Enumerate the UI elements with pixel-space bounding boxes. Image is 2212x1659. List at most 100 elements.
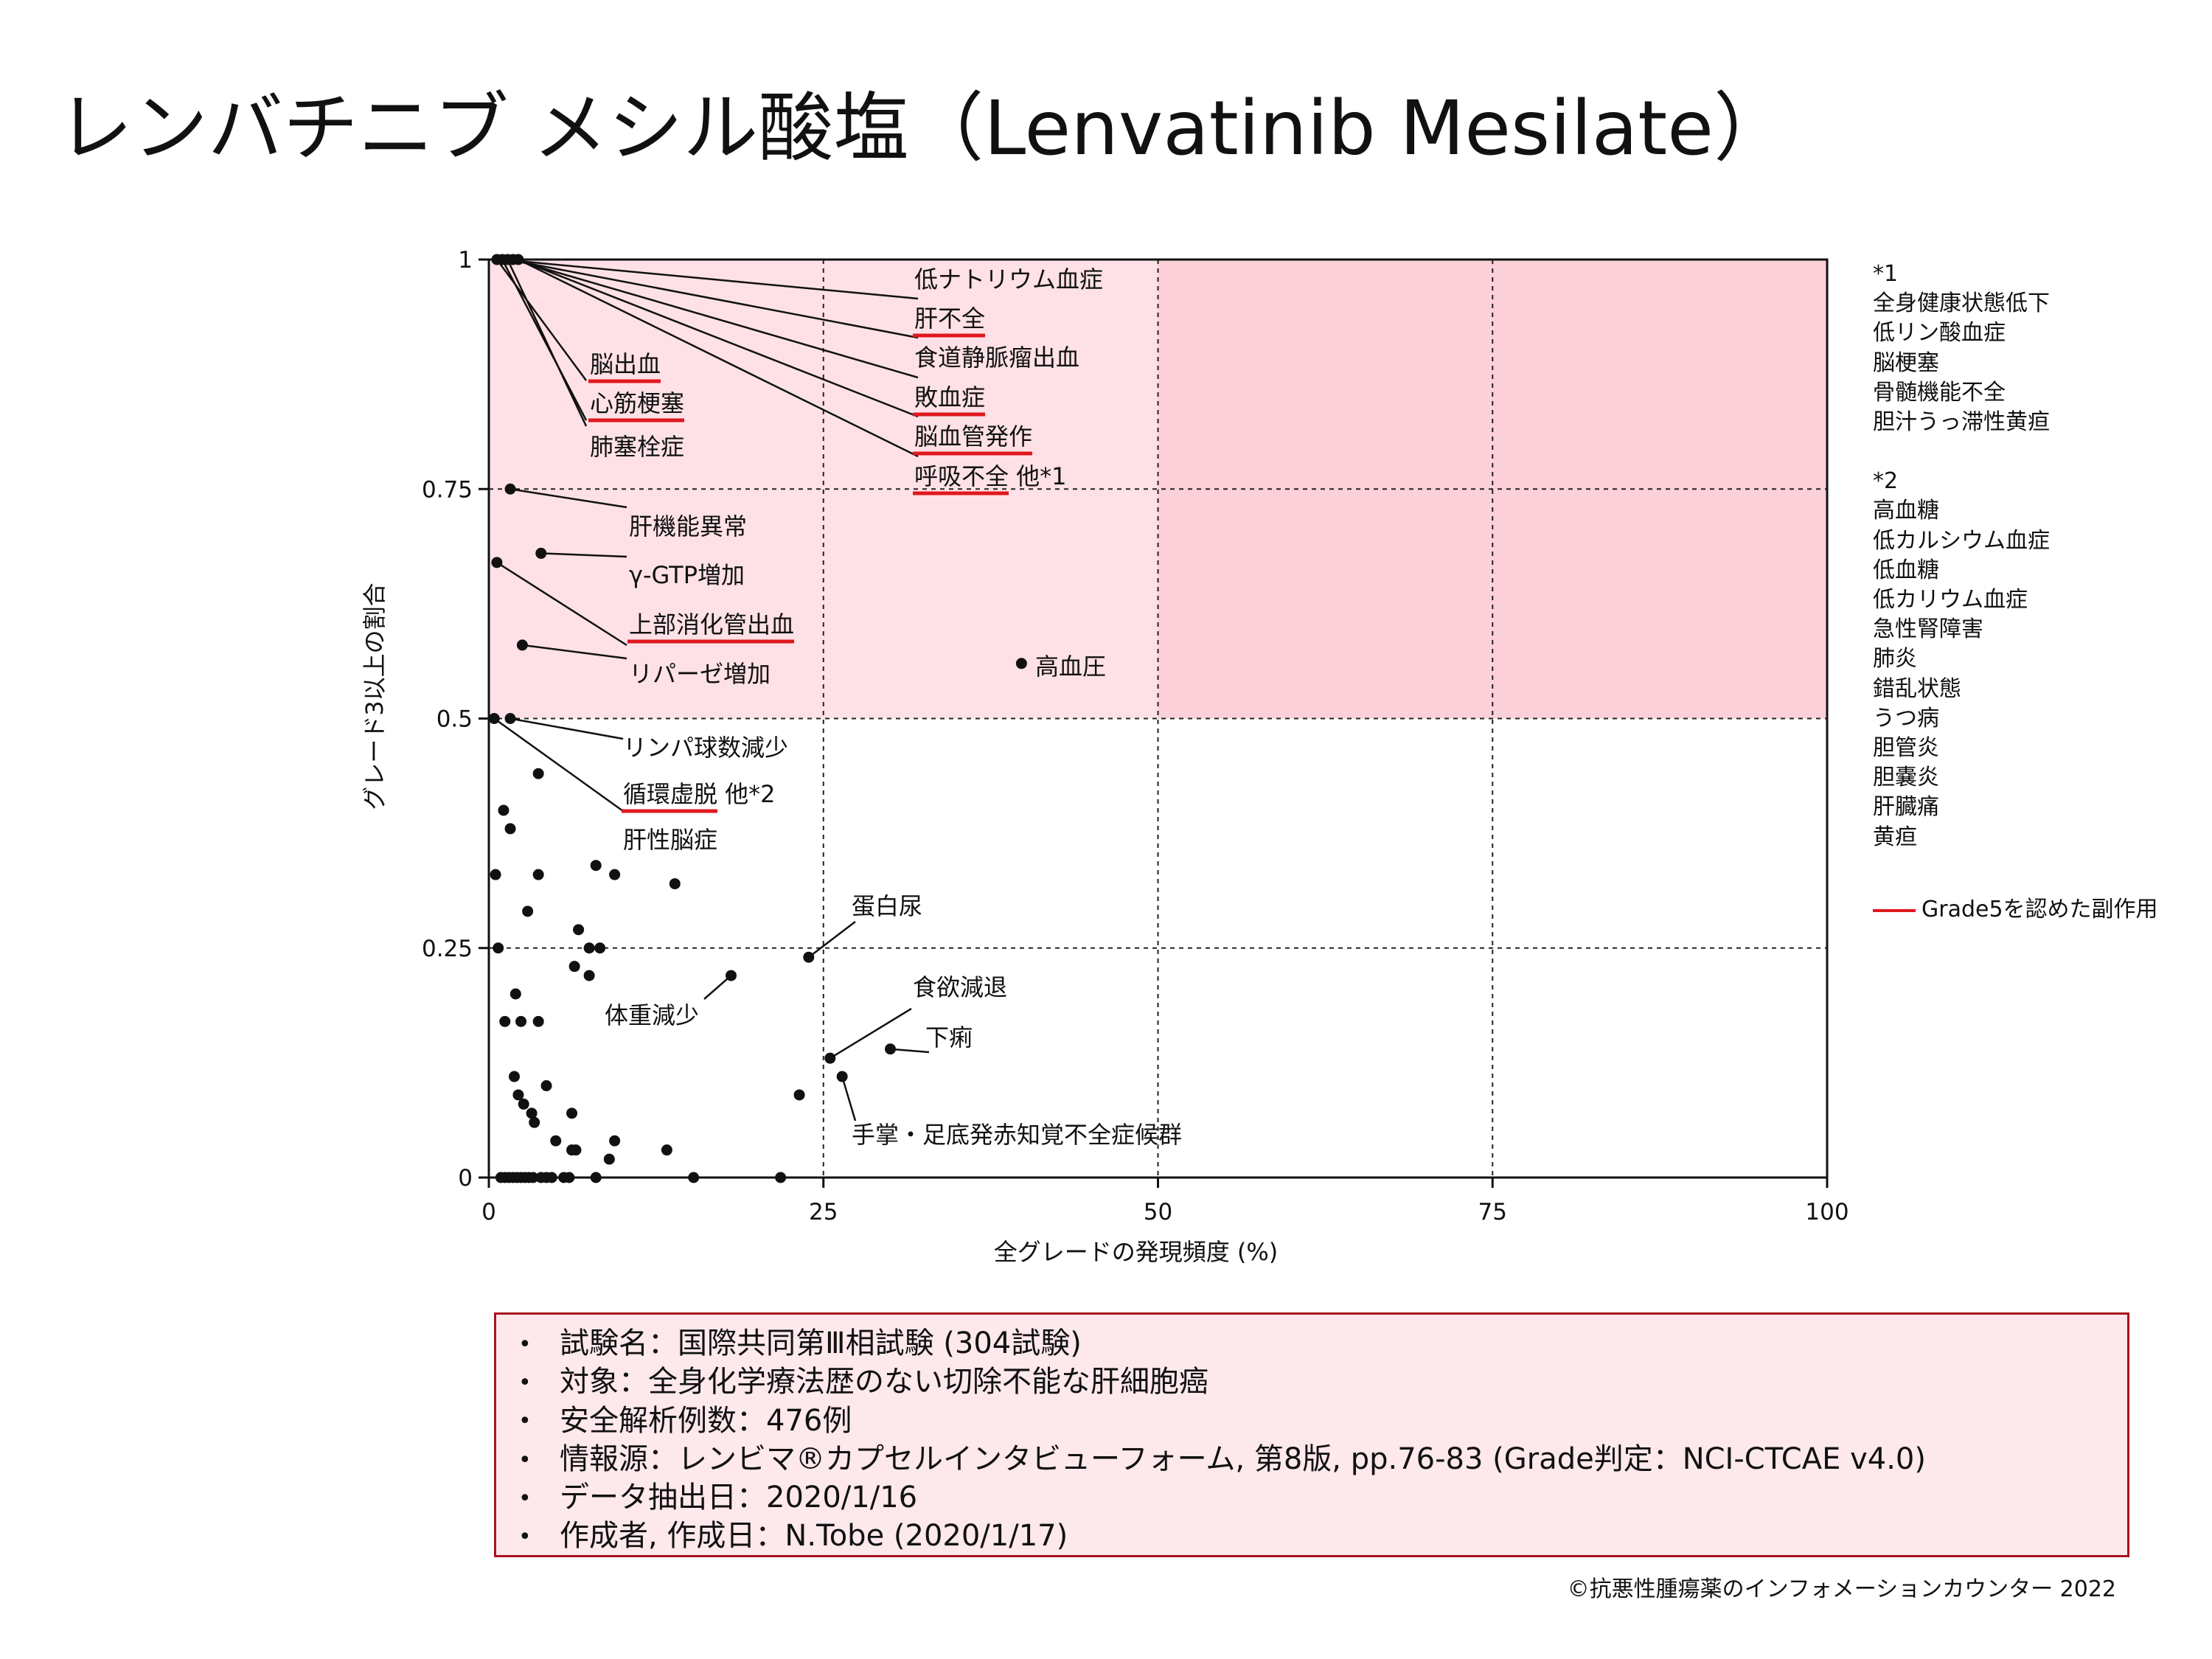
data-point [669,878,681,890]
info-item: • 対象：全身化学療法歴のない切除不能な肝細胞癌 [518,1363,2105,1402]
info-item: • 安全解析例数：476例 [518,1402,2105,1441]
data-point [1015,658,1027,669]
data-point [661,1144,672,1156]
annotation-label: 下痢 [925,1023,973,1051]
annotation-label: 敗血症 [914,383,985,411]
data-point [532,1015,544,1027]
annotation-label: 低ナトリウム血症 [914,265,1103,293]
leader-line [501,259,588,421]
data-point [609,1135,621,1147]
annotation-label: 蛋白尿 [852,892,922,920]
copyright: ©抗悪性腫瘍薬のインフォメーションカウンター 2022 [1567,1576,2116,1602]
y-tick-label: 0.75 [422,476,473,503]
leader-line [502,258,919,300]
data-point [885,1043,896,1055]
data-point [509,988,521,1000]
x-tick-label: 25 [809,1199,838,1225]
annotation-label: 体重減少 [605,1001,699,1029]
footnote-item: 黄疸 [1873,824,1917,850]
annotation-label: 肝不全 [914,305,985,333]
data-point [488,713,500,724]
scatter-chart: 0 25 50 75 100 0 0.25 0.5 0.75 1 全グレードの発現頻度 (%) グレー… [361,247,1849,1266]
footnote-item: 肝臓痛 [1873,794,1939,821]
x-axis-label: 全グレードの発現頻度 (%) [994,1238,1279,1266]
annotation-label: γ-GTP増加 [629,561,745,589]
data-point [522,905,534,917]
bullet-icon: • [518,1485,532,1512]
data-point [824,1052,836,1064]
data-point [515,1015,527,1027]
red-line-swatch [1873,908,1916,912]
y-tick-label: 0.25 [422,936,473,962]
x-tick-label: 75 [1478,1199,1507,1225]
data-point [493,942,504,954]
annotation-label: 手掌・足底発赤知覚不全症候群 [852,1121,1182,1149]
data-point [583,970,595,981]
footnotes: *1 全身健康状態低下 低リン酸血症 脳梗塞 骨髄機能不全 胆汁うっ滞性黄疸 *… [1873,260,2050,852]
data-point [546,1172,557,1183]
legend-label: Grade5を認めた副作用 [1921,897,2158,922]
data-point [518,1098,529,1110]
leader-line [509,488,627,509]
annotation-label: 肝機能異常 [629,512,747,540]
leader-line [509,717,624,740]
x-tick-label: 100 [1805,1199,1848,1225]
data-point [504,483,516,495]
data-point [504,823,516,835]
info-text: 情報源：レンビマ®カプセルインタビューフォーム, 第8版, pp.76-83 (… [560,1441,1926,1476]
info-text: 安全解析例数：476例 [560,1403,852,1438]
annotation-label: 脳出血 [590,350,661,378]
leader-line [841,1076,857,1121]
footnote-item: 胆管炎 [1873,735,1939,762]
info-text: データ抽出日：2020/1/16 [560,1481,918,1514]
data-point [570,1144,582,1156]
leader-line [890,1048,930,1054]
data-point [512,254,524,265]
footnote-item: 胆汁うっ滞性黄疸 [1873,409,2050,436]
page-title: レンバチニブ メシル酸塩（Lenvatinib Mesilate） [58,85,1790,173]
info-item: • 作成者, 作成日：N.Tobe (2020/1/17) [518,1517,2105,1556]
footnote-item: うつ病 [1873,705,1939,731]
data-point [529,1116,540,1128]
annotation-label: 上部消化管出血 [629,611,794,639]
grade5-legend: Grade5を認めた副作用 [1873,891,2158,923]
footnote-item: 骨髄機能不全 [1873,379,2006,406]
annotation-label: 食欲減退 [913,973,1007,1001]
data-point [568,961,580,973]
data-point [793,1089,805,1101]
annotation-label: 呼吸不全 他*1 [914,462,1067,490]
leader-line [512,258,919,379]
data-point [836,1071,848,1082]
annotation-label: 脳血管発作 [914,422,1032,451]
y-axis-label: グレード3以上の割合 [361,582,389,810]
footnote-item: 全身健康状態低下 [1873,291,2050,317]
data-point [609,869,621,880]
info-text: 試験名：国際共同第Ⅲ相試験 (304試験) [560,1326,1082,1360]
data-point [594,942,606,954]
footnote-item: 脳梗塞 [1873,349,1939,376]
annotation-label: 食道静脈瘤出血 [914,344,1079,372]
data-point [526,1107,538,1119]
footnote-item: 肺炎 [1873,646,1917,672]
annotation-label: 心筋梗塞 [590,389,684,417]
footnote-item: 低血糖 [1873,557,1939,583]
bullet-icon: • [518,1370,532,1396]
footnote-item: 低カルシウム血症 [1873,527,2050,554]
y-tick-label: 0.5 [437,706,473,733]
info-item: • 試験名：国際共同第Ⅲ相試験 (304試験) [518,1325,2105,1363]
bullet-icon: • [518,1331,532,1357]
leader-line [808,921,856,959]
annotation-label: 高血圧 [1035,653,1106,681]
data-point [527,1172,539,1183]
data-point [498,804,509,816]
data-point [603,1153,615,1165]
annotation-label: リンパ球数減少 [623,734,788,762]
data-point [563,1172,575,1183]
data-point [491,557,503,568]
footnote-spacer [1873,437,2050,467]
leader-line [703,975,732,1000]
data-point [573,924,585,936]
data-point [532,869,544,880]
bullet-icon: • [518,1447,532,1473]
data-point [590,1172,602,1183]
